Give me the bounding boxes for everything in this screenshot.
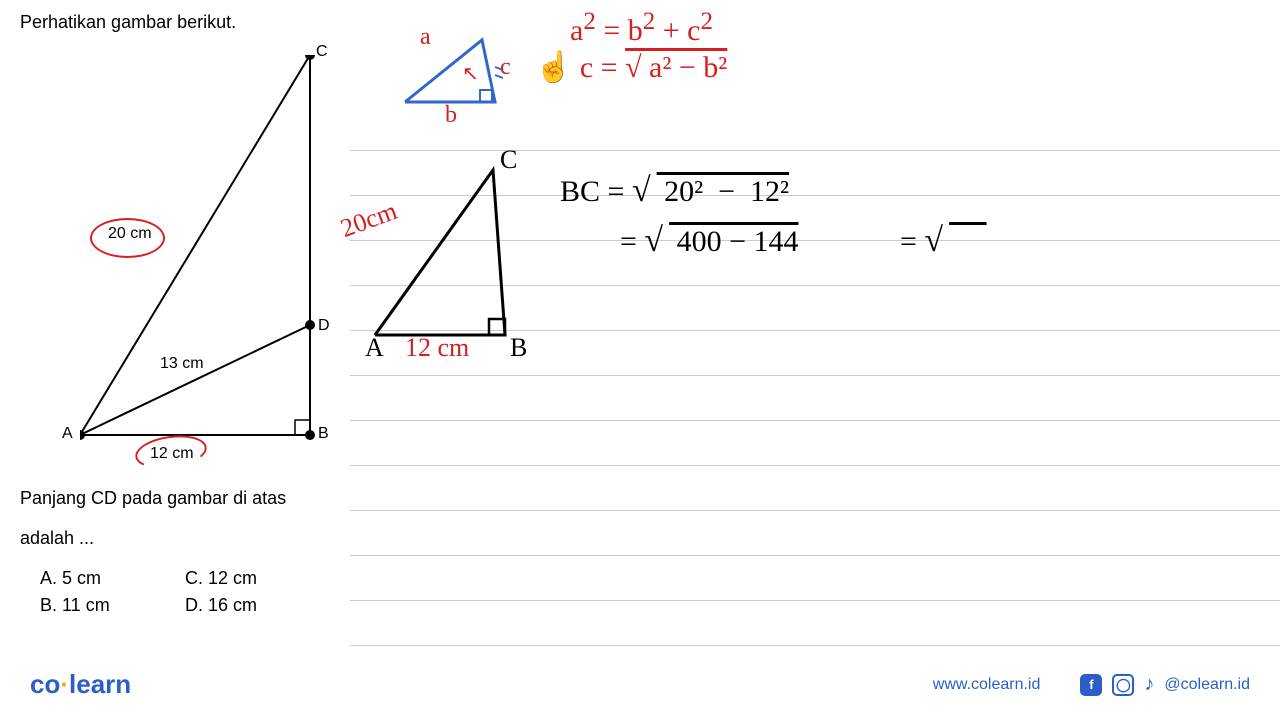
footer-handle: @colearn.id bbox=[1164, 676, 1250, 694]
formula-pythagoras: a2 = b2 + c2 bbox=[570, 8, 713, 48]
logo: co·learn bbox=[30, 669, 131, 700]
option-c: C. 12 cm bbox=[185, 568, 325, 589]
footer-right: www.colearn.id f ◯ ♪ @colearn.id bbox=[933, 673, 1250, 696]
question-line1: Panjang CD pada gambar di atas bbox=[20, 488, 286, 509]
working-line2: = √ 400 − 144 bbox=[620, 222, 805, 260]
side-ad-label: 13 cm bbox=[160, 355, 204, 373]
small-tri-b: b bbox=[445, 102, 457, 129]
working-line3: = √ bbox=[900, 222, 993, 260]
wt-a: A bbox=[365, 333, 384, 363]
formula-solve-c: ☝ c = √ a² − b² bbox=[535, 50, 727, 85]
vertex-a-label: A bbox=[62, 425, 73, 443]
vertex-d-label: D bbox=[318, 317, 330, 335]
footer: co·learn www.colearn.id f ◯ ♪ @colearn.i… bbox=[0, 669, 1280, 700]
option-d: D. 16 cm bbox=[185, 595, 325, 616]
vertex-b-label: B bbox=[318, 425, 329, 443]
svg-text:↖: ↖ bbox=[462, 63, 479, 85]
red-circle-20cm bbox=[90, 218, 165, 258]
worked-triangle: C A B 20cm 12 cm bbox=[365, 155, 525, 360]
small-tri-a: a bbox=[420, 24, 431, 51]
options-block: A. 5 cm C. 12 cm B. 11 cm D. 16 cm bbox=[40, 568, 325, 622]
vertex-c-label: C bbox=[316, 43, 328, 61]
wt-ab: 12 cm bbox=[405, 333, 469, 363]
instagram-icon: ◯ bbox=[1112, 674, 1134, 696]
wt-c: C bbox=[500, 145, 517, 175]
option-a: A. 5 cm bbox=[40, 568, 180, 589]
tiktok-icon: ♪ bbox=[1144, 673, 1154, 696]
question-line2: adalah ... bbox=[20, 528, 94, 549]
working-line1: BC = √ 20² − 12² bbox=[560, 172, 795, 210]
option-b: B. 11 cm bbox=[40, 595, 180, 616]
footer-url: www.colearn.id bbox=[933, 676, 1041, 694]
small-blue-triangle: ↖ a b c bbox=[400, 32, 520, 127]
small-tri-c: c bbox=[500, 54, 511, 81]
wt-b: B bbox=[510, 333, 527, 363]
question-prompt: Perhatikan gambar berikut. bbox=[20, 12, 236, 33]
facebook-icon: f bbox=[1080, 674, 1102, 696]
